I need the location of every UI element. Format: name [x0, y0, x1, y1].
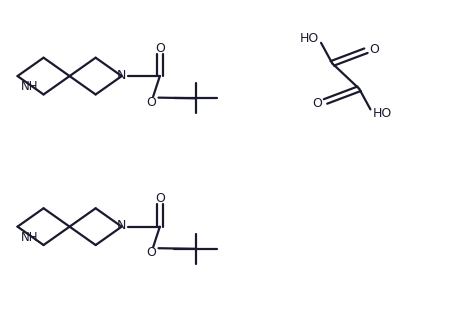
Text: O: O — [313, 96, 322, 110]
Text: O: O — [146, 246, 156, 260]
Text: NH: NH — [21, 230, 39, 244]
Text: NH: NH — [21, 80, 39, 93]
Text: HO: HO — [299, 32, 319, 46]
Text: N: N — [117, 219, 126, 232]
Text: O: O — [155, 192, 165, 205]
Text: N: N — [117, 68, 126, 82]
Text: HO: HO — [373, 107, 392, 120]
Text: O: O — [369, 42, 379, 56]
Text: O: O — [146, 96, 156, 109]
Text: O: O — [155, 42, 165, 55]
